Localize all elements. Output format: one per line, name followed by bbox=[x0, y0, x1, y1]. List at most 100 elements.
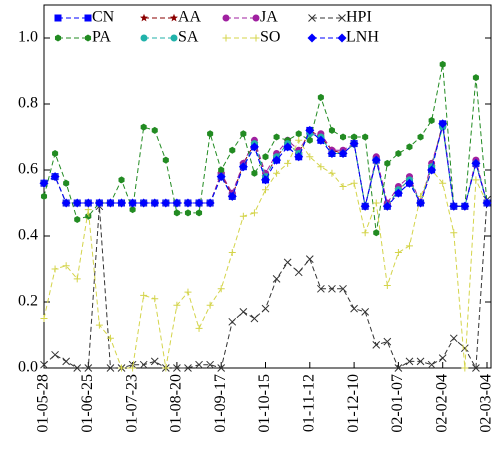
data-point bbox=[238, 162, 248, 172]
data-point bbox=[74, 216, 81, 223]
data-point bbox=[295, 136, 303, 144]
data-point bbox=[405, 242, 413, 250]
data-point bbox=[128, 198, 138, 208]
data-point bbox=[106, 334, 114, 342]
data-point bbox=[172, 198, 182, 208]
data-point bbox=[139, 360, 148, 369]
data-point bbox=[361, 229, 369, 237]
legend-marker bbox=[252, 34, 260, 42]
data-point bbox=[382, 201, 392, 211]
data-point bbox=[439, 179, 447, 187]
data-point bbox=[161, 198, 171, 208]
data-point bbox=[405, 357, 414, 366]
x-tick-label: 01-12-10 bbox=[345, 374, 362, 433]
data-point bbox=[361, 308, 370, 316]
data-point bbox=[217, 364, 226, 372]
data-point bbox=[140, 123, 147, 131]
data-point bbox=[139, 198, 149, 208]
legend-marker bbox=[170, 13, 178, 22]
data-point bbox=[317, 93, 324, 101]
data-point bbox=[328, 126, 335, 134]
data-point bbox=[449, 334, 458, 343]
data-point bbox=[472, 176, 480, 184]
legend-label: SO bbox=[260, 29, 280, 46]
data-point bbox=[151, 126, 158, 134]
data-point bbox=[394, 249, 402, 256]
data-point bbox=[383, 282, 391, 289]
data-point bbox=[52, 150, 59, 157]
data-point bbox=[317, 163, 325, 171]
data-point bbox=[339, 284, 347, 293]
data-point bbox=[273, 133, 280, 141]
data-point bbox=[239, 212, 247, 220]
data-point bbox=[184, 364, 192, 372]
data-point bbox=[373, 229, 380, 237]
data-point bbox=[151, 295, 159, 303]
data-point bbox=[173, 364, 181, 372]
y-tick-label: 0.6 bbox=[18, 161, 38, 178]
data-point bbox=[339, 133, 347, 141]
data-point bbox=[218, 166, 225, 174]
data-point bbox=[394, 364, 403, 372]
legend-marker bbox=[54, 34, 62, 42]
data-point bbox=[372, 341, 381, 349]
legend-marker bbox=[338, 14, 346, 22]
x-tick-label: 02-02-04 bbox=[433, 374, 450, 433]
data-point bbox=[184, 209, 192, 217]
x-tick-label: 01-09-17 bbox=[212, 374, 229, 433]
data-point bbox=[162, 156, 169, 164]
data-point bbox=[283, 142, 293, 152]
legend-label: CN bbox=[92, 9, 115, 26]
data-point bbox=[129, 364, 137, 372]
data-point bbox=[118, 176, 125, 184]
data-point bbox=[62, 357, 71, 366]
data-point bbox=[195, 360, 203, 369]
data-point bbox=[227, 191, 237, 201]
legend-label: LNH bbox=[346, 29, 379, 46]
legend-marker bbox=[337, 33, 347, 43]
data-point bbox=[351, 133, 358, 141]
data-point bbox=[206, 301, 214, 309]
data-point bbox=[63, 179, 70, 187]
legend-label: AA bbox=[178, 9, 202, 26]
data-point bbox=[427, 360, 436, 369]
legend-marker bbox=[140, 13, 148, 22]
data-point bbox=[306, 136, 313, 144]
data-point bbox=[196, 209, 203, 217]
data-point bbox=[472, 74, 479, 82]
x-tick-label: 01-05-28 bbox=[35, 374, 52, 433]
data-point bbox=[438, 119, 448, 129]
data-point bbox=[305, 255, 314, 263]
data-point bbox=[482, 198, 492, 208]
data-point bbox=[95, 321, 103, 329]
data-point bbox=[51, 350, 59, 359]
legend-marker bbox=[170, 34, 178, 42]
data-point bbox=[85, 212, 92, 220]
data-point bbox=[106, 364, 115, 372]
data-point bbox=[105, 198, 115, 208]
data-point bbox=[349, 139, 359, 149]
legend-marker bbox=[84, 14, 92, 22]
data-point bbox=[460, 201, 470, 211]
data-point bbox=[62, 262, 70, 270]
data-point bbox=[393, 188, 403, 198]
data-point bbox=[295, 130, 302, 138]
data-point bbox=[84, 364, 93, 372]
data-point bbox=[73, 275, 81, 283]
data-point bbox=[61, 198, 71, 208]
legend-marker bbox=[308, 14, 316, 22]
legend-label: SA bbox=[178, 29, 199, 46]
legend-label: JA bbox=[260, 9, 278, 26]
data-point bbox=[140, 291, 148, 299]
x-tick-label: 01-08-20 bbox=[168, 374, 185, 433]
data-point bbox=[217, 285, 225, 293]
data-point bbox=[428, 117, 435, 124]
data-point bbox=[395, 150, 402, 157]
data-point bbox=[327, 149, 337, 158]
data-point bbox=[372, 199, 380, 207]
legend-marker bbox=[307, 33, 317, 43]
legend-marker bbox=[54, 14, 62, 22]
data-point bbox=[338, 149, 348, 158]
series-line bbox=[43, 123, 488, 208]
data-point bbox=[427, 165, 437, 175]
